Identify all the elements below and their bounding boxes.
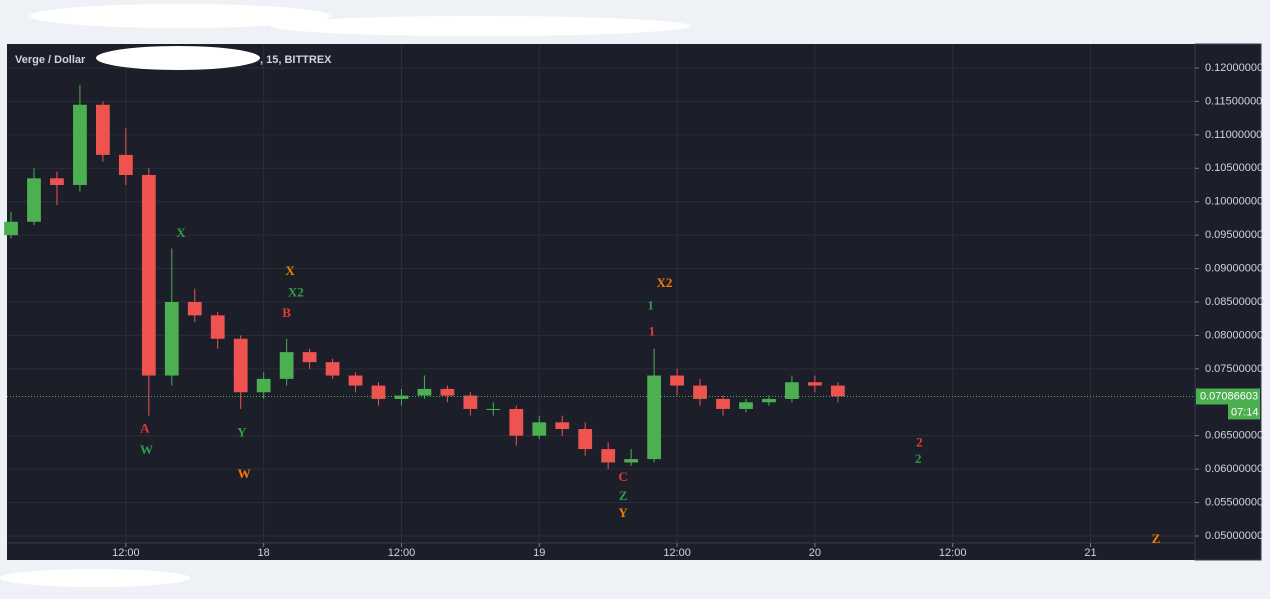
countdown-label: 07:14 (1231, 406, 1259, 418)
candle-body (210, 315, 225, 339)
candle-body (302, 352, 317, 363)
candle-body (394, 395, 409, 399)
candle-body (716, 398, 730, 409)
candle-body (118, 154, 133, 175)
wave-label: 2 (915, 451, 922, 466)
candle-body (417, 388, 432, 396)
wave-label: W (238, 466, 251, 481)
wave-label: 1 (647, 298, 654, 313)
candle-body (670, 375, 684, 386)
wave-label: A (140, 421, 150, 436)
candle-body (164, 301, 179, 376)
redaction (30, 4, 330, 28)
wave-label: W (140, 442, 153, 457)
candle-body (233, 338, 248, 393)
y-tick-label: 0.12000000 (1205, 62, 1263, 74)
candle-body (73, 104, 87, 185)
candle-body (601, 449, 616, 463)
wave-label: X2 (288, 284, 304, 299)
last-price-label: 0.07086603 (1200, 390, 1258, 402)
candle-body (463, 395, 478, 409)
candle-body (486, 408, 501, 410)
candle-body (830, 385, 845, 397)
redaction (96, 46, 260, 70)
redaction (0, 569, 190, 587)
y-tick-label: 0.10000000 (1205, 196, 1263, 208)
redaction (270, 16, 690, 36)
x-tick-label: 19 (533, 547, 545, 559)
candle-body (371, 385, 386, 399)
x-tick-label: 21 (1084, 547, 1096, 559)
y-tick-label: 0.09500000 (1205, 229, 1263, 241)
y-tick-label: 0.10500000 (1205, 162, 1263, 174)
wave-label: B (282, 305, 291, 320)
wave-label: Z (619, 488, 628, 503)
candle-body (785, 382, 799, 399)
y-tick-label: 0.06000000 (1205, 463, 1263, 475)
x-tick-label: 12:00 (388, 547, 416, 559)
candle-body (256, 378, 271, 393)
candle-body (4, 221, 18, 236)
candle-body (647, 375, 662, 460)
y-tick-label: 0.08000000 (1205, 329, 1263, 341)
chart-title: Verge / Dollar (15, 54, 86, 66)
countdown-box (1228, 404, 1260, 420)
y-tick-label: 0.11500000 (1205, 95, 1262, 107)
candle-body (762, 398, 776, 403)
candle-body (141, 174, 156, 376)
wave-label: C (618, 469, 627, 484)
y-tick-label: 0.07500000 (1205, 363, 1263, 375)
grid (7, 44, 1195, 543)
candle-body (440, 388, 455, 396)
candle-body (739, 402, 753, 409)
y-tick-label: 0.06500000 (1205, 430, 1263, 442)
candle-body (532, 422, 547, 436)
y-tick-label: 0.05000000 (1205, 530, 1263, 542)
y-tick-label: 0.09000000 (1205, 262, 1263, 274)
candle-body (27, 178, 41, 222)
candle-body (279, 352, 294, 379)
wave-label: X (285, 263, 295, 278)
y-tick-label: 0.08500000 (1205, 296, 1263, 308)
plot (4, 84, 845, 470)
chart-title-suffix: , 15, BITTREX (260, 54, 332, 66)
candle-body (187, 301, 202, 316)
y-tick-label: 0.11000000 (1205, 129, 1262, 141)
candle-body (555, 422, 570, 430)
candle-body (693, 385, 707, 399)
x-tick-label: 20 (809, 547, 821, 559)
x-tick-label: 18 (258, 547, 270, 559)
x-tick-label: 12:00 (939, 547, 967, 559)
last-price-box (1196, 388, 1260, 405)
wave-label: 1 (649, 324, 656, 339)
wave-label: X2 (657, 275, 673, 290)
candle-body (348, 375, 363, 386)
candle-body (624, 459, 639, 463)
wave-label: Y (618, 505, 628, 520)
y-tick-label: 0.05500000 (1205, 496, 1263, 508)
candle-body (50, 178, 64, 185)
candle-body (578, 429, 593, 450)
candle-body (95, 104, 110, 155)
wave-label: Z (1152, 531, 1161, 546)
wave-label: 2 (916, 435, 923, 450)
candle-body (325, 362, 340, 376)
price-axis (1194, 43, 1262, 561)
wave-label: Y (237, 425, 247, 440)
candle-body (509, 408, 524, 436)
candle-body (807, 382, 822, 386)
x-tick-label: 12:00 (663, 547, 691, 559)
wave-label: X (176, 225, 186, 240)
x-tick-label: 12:00 (112, 547, 140, 559)
